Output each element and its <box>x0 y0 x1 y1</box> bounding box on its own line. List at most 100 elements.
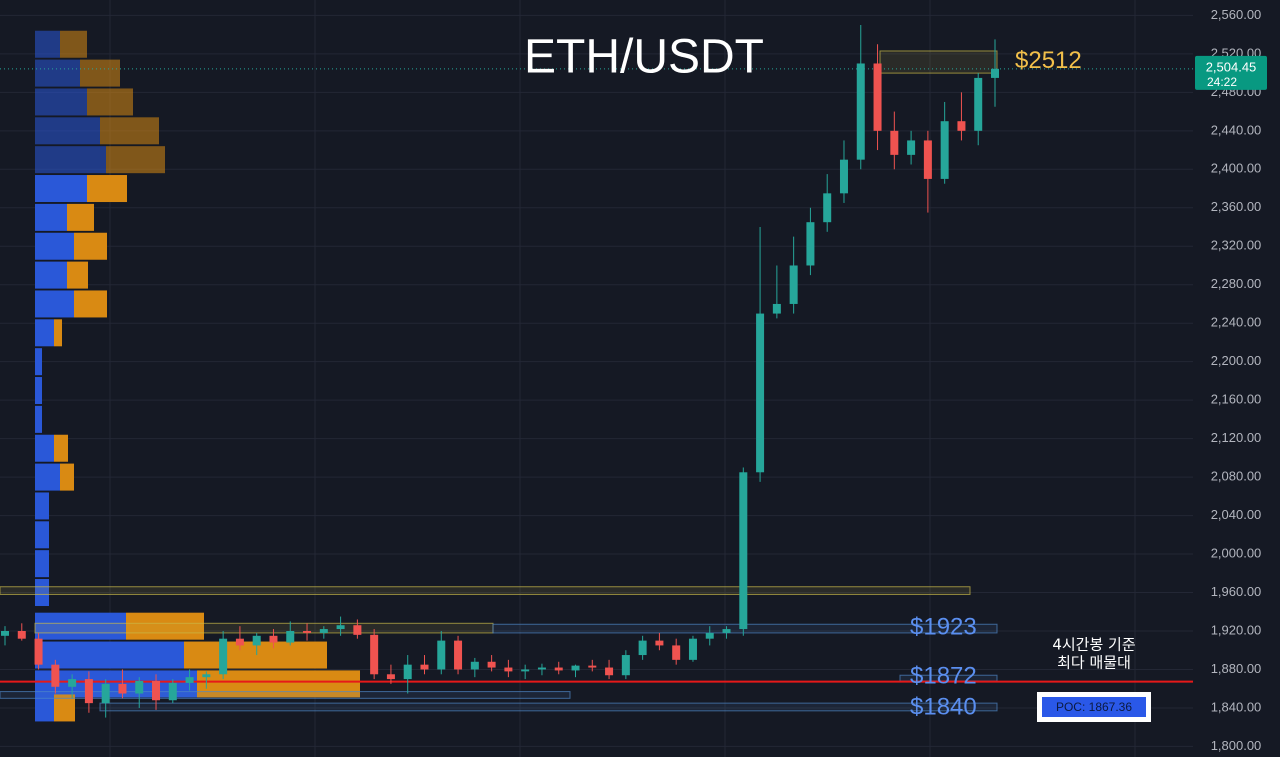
profile-buy <box>35 30 60 58</box>
profile-buy <box>35 405 42 433</box>
y-tick-label: 2,040.00 <box>1211 507 1262 522</box>
y-tick-label: 2,000.00 <box>1211 545 1262 560</box>
candle-body <box>739 472 748 630</box>
candle-body <box>470 661 479 670</box>
level-label: $1872 <box>910 663 977 690</box>
y-tick-label: 1,920.00 <box>1211 622 1262 637</box>
profile-buy <box>35 232 74 260</box>
y-tick-label: 2,440.00 <box>1211 122 1262 137</box>
candle-body <box>269 635 278 643</box>
profile-buy <box>35 694 54 722</box>
profile-sell <box>60 463 74 491</box>
y-tick-label: 2,280.00 <box>1211 276 1262 291</box>
y-tick-label: 2,120.00 <box>1211 430 1262 445</box>
profile-buy <box>35 434 54 462</box>
profile-sell <box>54 319 62 347</box>
candle-body <box>84 679 93 704</box>
candle-body <box>403 664 412 680</box>
candle-body <box>219 638 228 675</box>
y-tick-label: 2,240.00 <box>1211 315 1262 330</box>
countdown-label: 24:22 <box>1207 75 1237 89</box>
candle-body <box>118 683 127 694</box>
candle-body <box>521 669 530 672</box>
candle-body <box>454 640 463 670</box>
candle-body <box>386 674 395 680</box>
price-zone <box>879 50 998 74</box>
candle-body <box>336 625 345 630</box>
profile-buy <box>35 641 184 669</box>
candle-body <box>873 63 882 131</box>
candle-body <box>353 625 362 635</box>
annotation: 4시간봉 기준 <box>1052 636 1136 654</box>
profile-buy <box>35 319 54 347</box>
profile-buy <box>35 59 80 87</box>
profile-sell <box>67 261 88 289</box>
chart-title: ETH/USDT <box>524 31 764 84</box>
candle-body <box>907 140 916 155</box>
candle-body <box>34 638 43 665</box>
candle-body <box>823 193 832 223</box>
profile-buy <box>35 146 106 174</box>
profile-buy <box>35 492 49 520</box>
profile-buy <box>35 612 126 640</box>
candle-body <box>789 265 798 304</box>
candle-body <box>839 159 848 194</box>
candle-body <box>756 313 765 473</box>
candle-body <box>806 222 815 266</box>
candle-body <box>705 632 714 639</box>
profile-sell <box>67 203 94 231</box>
candle-body <box>1 630 9 636</box>
y-tick-label: 2,160.00 <box>1211 392 1262 407</box>
price-zone <box>99 702 998 712</box>
last-price-tag <box>1195 55 1267 90</box>
profile-buy <box>35 579 49 607</box>
candle-body <box>638 640 647 656</box>
profile-sell <box>74 232 107 260</box>
profile-sell <box>106 146 165 174</box>
last-price-label: 2,504.45 <box>1206 59 1257 74</box>
candle-body <box>17 630 26 639</box>
profile-buy <box>35 521 49 549</box>
y-tick-label: 2,080.00 <box>1211 469 1262 484</box>
candle-body <box>957 121 966 131</box>
candle-body <box>605 667 614 676</box>
candle-body <box>688 638 697 660</box>
y-tick-label: 2,400.00 <box>1211 161 1262 176</box>
level-label: $1923 <box>910 613 977 640</box>
profile-sell <box>100 117 159 145</box>
price-zone <box>0 586 971 595</box>
candle-body <box>135 681 144 694</box>
candle-body <box>319 629 328 633</box>
profile-sell <box>197 670 360 698</box>
candle-body <box>621 655 630 676</box>
profile-buy <box>35 348 42 376</box>
profile-sell <box>80 59 120 87</box>
candle-body <box>940 121 949 179</box>
level-label: $1840 <box>910 693 977 720</box>
candle-body <box>772 303 781 314</box>
profile-buy <box>35 463 60 491</box>
candle-body <box>487 661 496 668</box>
candle-body <box>202 674 211 678</box>
price-zone <box>0 691 571 699</box>
candle-body <box>588 665 597 668</box>
candle-body <box>185 677 194 683</box>
candle-body <box>303 630 312 633</box>
candle-body <box>101 683 110 704</box>
candle-body <box>286 630 295 643</box>
candle-body <box>856 63 865 160</box>
y-tick-label: 1,840.00 <box>1211 699 1262 714</box>
profile-sell <box>74 290 107 318</box>
candle-body <box>923 140 932 179</box>
candle-body <box>554 667 563 671</box>
y-tick-label: 1,880.00 <box>1211 661 1262 676</box>
profile-buy <box>35 175 87 203</box>
candle-body <box>890 130 899 155</box>
profile-sell <box>87 175 127 203</box>
candle-body <box>420 664 429 670</box>
profile-sell <box>184 641 327 669</box>
annotation: 최다 매물대 <box>1057 654 1131 672</box>
candle-body <box>991 68 999 78</box>
profile-buy <box>35 377 42 405</box>
profile-sell <box>54 694 75 722</box>
